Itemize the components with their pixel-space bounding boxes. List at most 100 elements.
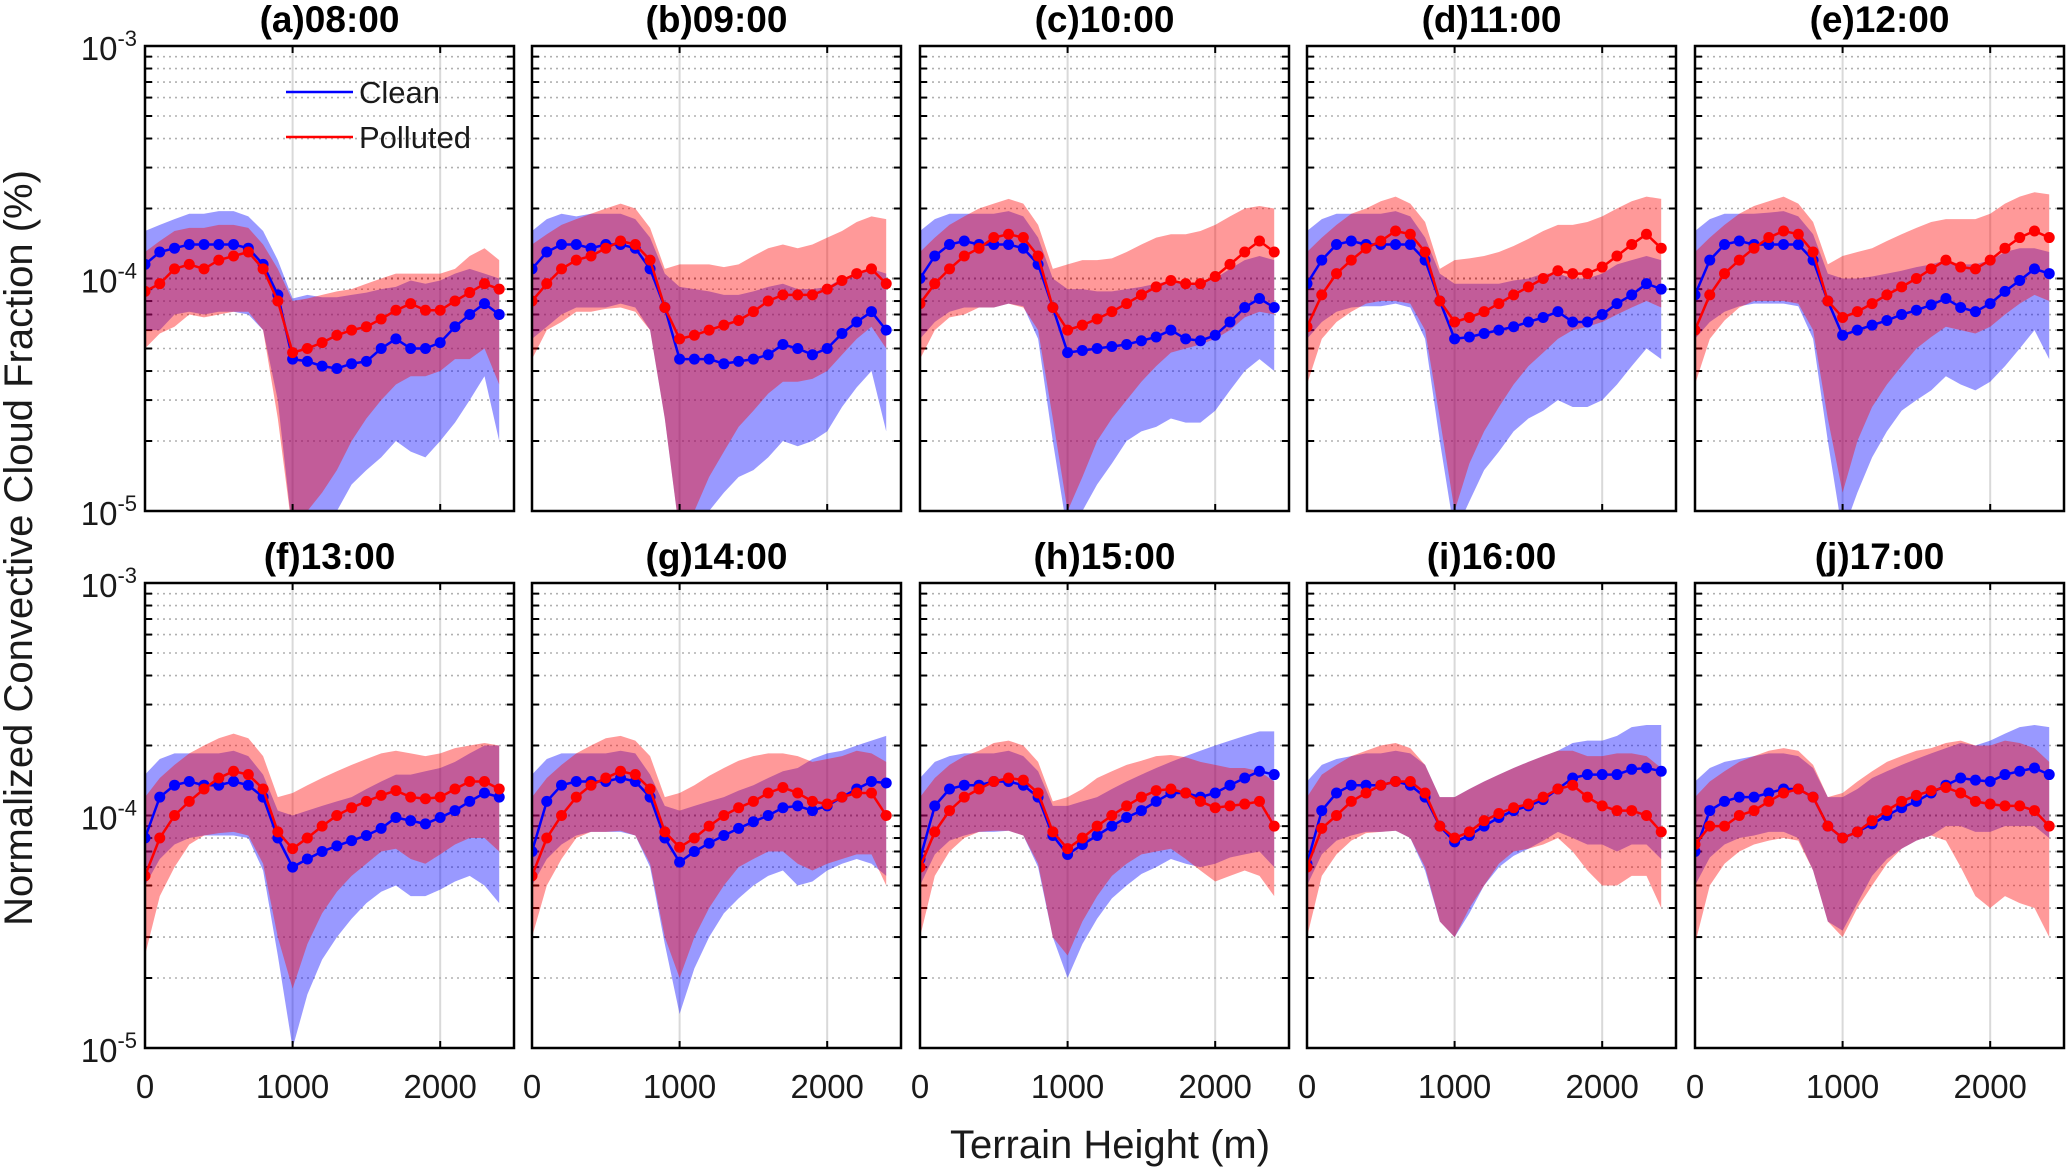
marker-clean — [183, 239, 195, 251]
marker-polluted — [1655, 826, 1667, 838]
marker-polluted — [988, 776, 1000, 788]
marker-clean — [1165, 324, 1177, 336]
marker-polluted — [1837, 832, 1849, 844]
panel-(h)15:00: 0 1000 2000 (h)15:00 — [911, 536, 1291, 1105]
x-tick-label: 0 — [136, 1068, 154, 1105]
marker-polluted — [390, 304, 402, 316]
marker-clean — [747, 816, 759, 828]
marker-polluted — [703, 820, 715, 832]
marker-polluted — [1984, 254, 1996, 266]
marker-polluted — [272, 295, 284, 307]
marker-polluted — [1135, 289, 1147, 301]
marker-polluted — [629, 769, 641, 781]
marker-polluted — [169, 810, 181, 821]
marker-polluted — [1763, 232, 1775, 244]
marker-clean — [478, 787, 490, 799]
marker-polluted — [478, 278, 490, 290]
marker-polluted — [228, 765, 240, 777]
marker-polluted — [346, 324, 358, 336]
marker-polluted — [375, 313, 387, 325]
marker-clean — [1478, 328, 1490, 340]
marker-clean — [541, 795, 553, 807]
marker-polluted — [1778, 787, 1790, 799]
marker-clean — [1209, 329, 1221, 341]
marker-polluted — [1851, 306, 1863, 318]
marker-polluted — [1522, 798, 1534, 810]
marker-polluted — [1552, 265, 1564, 277]
marker-polluted — [1837, 311, 1849, 323]
marker-clean — [1567, 316, 1579, 328]
marker-polluted — [629, 239, 641, 251]
legend: Clean Polluted — [286, 75, 471, 155]
marker-clean — [1999, 285, 2011, 297]
marker-clean — [1925, 299, 1937, 311]
marker-polluted — [988, 232, 1000, 244]
marker-clean — [1596, 309, 1608, 321]
marker-clean — [2043, 268, 2055, 280]
marker-polluted — [1695, 839, 1701, 851]
marker-polluted — [1135, 791, 1147, 803]
marker-polluted — [1478, 815, 1490, 827]
marker-polluted — [973, 783, 985, 795]
marker-polluted — [1896, 795, 1908, 807]
marker-clean — [405, 342, 417, 354]
panel-(c)10:00: (c)10:00 — [918, 0, 1291, 513]
marker-polluted — [1224, 258, 1236, 270]
marker-clean — [570, 776, 582, 788]
marker-clean — [464, 309, 476, 321]
marker-polluted — [615, 235, 627, 247]
marker-polluted — [1704, 289, 1716, 301]
marker-polluted — [1463, 311, 1475, 323]
marker-polluted — [1106, 810, 1118, 821]
marker-clean — [1121, 812, 1133, 824]
grid — [145, 583, 514, 1048]
marker-polluted — [242, 769, 254, 781]
marker-polluted — [703, 324, 715, 336]
plot-area — [145, 211, 505, 511]
marker-polluted — [1567, 779, 1579, 791]
marker-polluted — [1345, 254, 1357, 266]
marker-polluted — [851, 268, 863, 280]
x-tick-label: 2000 — [403, 1068, 476, 1105]
marker-polluted — [1375, 235, 1387, 247]
marker-clean — [1345, 235, 1357, 247]
marker-polluted — [1581, 791, 1593, 803]
marker-clean — [762, 810, 774, 821]
marker-clean — [1778, 239, 1790, 251]
marker-polluted — [644, 783, 656, 795]
marker-polluted — [1165, 275, 1177, 287]
marker-polluted — [1253, 795, 1265, 807]
marker-polluted — [449, 295, 461, 307]
plot-area — [532, 735, 892, 1014]
marker-polluted — [1316, 289, 1328, 301]
marker-clean — [493, 791, 505, 803]
marker-polluted — [301, 832, 313, 844]
marker-polluted — [1925, 263, 1937, 275]
marker-polluted — [865, 263, 877, 275]
panel-title: (i)16:00 — [1427, 536, 1557, 577]
marker-clean — [1209, 787, 1221, 799]
marker-polluted — [1150, 785, 1162, 797]
x-tick-label: 2000 — [790, 1068, 863, 1105]
x-tick-label: 1000 — [1418, 1068, 1491, 1105]
marker-polluted — [532, 295, 538, 307]
marker-clean — [733, 822, 745, 834]
marker-polluted — [777, 781, 789, 793]
marker-polluted — [1719, 268, 1731, 280]
panel-(e)12:00: (e)12:00 — [1693, 0, 2066, 513]
marker-clean — [1837, 329, 1849, 341]
marker-polluted — [718, 319, 730, 331]
panel-title: (a)08:00 — [260, 0, 400, 40]
panel-title: (g)14:00 — [646, 536, 788, 577]
marker-polluted — [1866, 298, 1878, 310]
axes-box — [143, 581, 516, 1050]
marker-polluted — [1567, 268, 1579, 280]
marker-polluted — [1733, 254, 1745, 266]
marker-polluted — [865, 787, 877, 799]
axes-box — [530, 581, 903, 1050]
marker-clean — [570, 239, 582, 251]
marker-polluted — [1955, 787, 1967, 799]
marker-polluted — [1253, 235, 1265, 247]
legend-polluted-label: Polluted — [359, 120, 471, 155]
marker-polluted — [316, 337, 328, 349]
